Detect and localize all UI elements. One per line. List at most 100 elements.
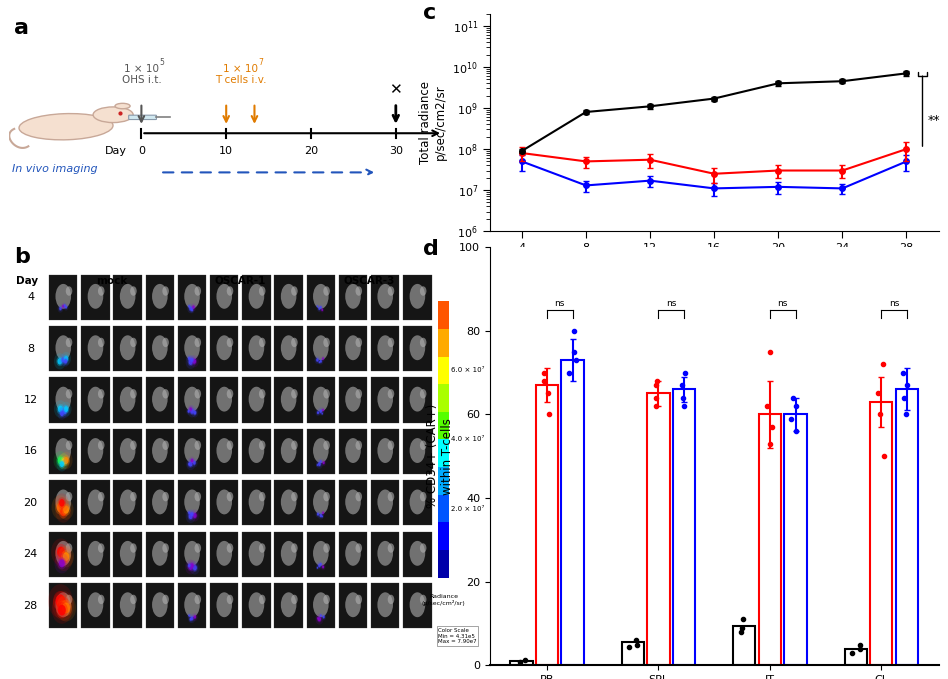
Ellipse shape	[316, 358, 319, 363]
Bar	[114, 274, 142, 320]
Ellipse shape	[259, 595, 265, 604]
Ellipse shape	[216, 335, 232, 360]
Ellipse shape	[388, 595, 394, 604]
Ellipse shape	[60, 508, 66, 516]
Ellipse shape	[193, 513, 196, 518]
Ellipse shape	[388, 441, 394, 450]
Ellipse shape	[189, 355, 195, 365]
Ellipse shape	[227, 543, 233, 553]
Ellipse shape	[190, 618, 191, 621]
Ellipse shape	[64, 356, 68, 361]
Bar	[371, 480, 399, 526]
Ellipse shape	[323, 337, 330, 347]
Ellipse shape	[56, 457, 67, 472]
Ellipse shape	[119, 335, 136, 360]
Bar	[243, 480, 270, 526]
Ellipse shape	[316, 409, 320, 416]
Ellipse shape	[61, 402, 71, 416]
Ellipse shape	[192, 306, 194, 309]
Ellipse shape	[51, 495, 69, 519]
Text: 7: 7	[259, 58, 264, 67]
Ellipse shape	[188, 410, 190, 413]
Text: 12: 12	[24, 395, 38, 405]
Bar	[306, 532, 335, 577]
Ellipse shape	[317, 464, 319, 466]
Ellipse shape	[51, 538, 71, 566]
Ellipse shape	[64, 359, 67, 363]
Ellipse shape	[98, 595, 104, 604]
Ellipse shape	[59, 410, 64, 418]
Ellipse shape	[87, 541, 103, 566]
Text: ns: ns	[666, 299, 677, 308]
Bar	[733, 625, 756, 665]
Ellipse shape	[65, 337, 72, 347]
Ellipse shape	[55, 494, 69, 513]
Ellipse shape	[281, 335, 297, 360]
Ellipse shape	[57, 597, 70, 614]
Ellipse shape	[318, 360, 320, 364]
Ellipse shape	[55, 500, 65, 515]
Ellipse shape	[184, 490, 200, 515]
Ellipse shape	[377, 387, 393, 411]
Ellipse shape	[184, 335, 200, 360]
Ellipse shape	[317, 513, 319, 515]
Ellipse shape	[317, 305, 322, 312]
Ellipse shape	[319, 513, 322, 518]
Text: c: c	[423, 3, 436, 22]
Ellipse shape	[377, 490, 393, 515]
Ellipse shape	[186, 562, 192, 570]
Ellipse shape	[119, 284, 136, 309]
Ellipse shape	[189, 509, 195, 519]
Ellipse shape	[356, 492, 362, 501]
Ellipse shape	[345, 387, 361, 411]
Text: ns: ns	[555, 299, 565, 308]
Bar	[210, 378, 238, 422]
Ellipse shape	[63, 602, 70, 613]
Ellipse shape	[187, 304, 191, 309]
Ellipse shape	[193, 615, 196, 619]
Bar	[371, 429, 399, 474]
Ellipse shape	[115, 103, 130, 109]
Ellipse shape	[56, 592, 71, 617]
Ellipse shape	[377, 541, 393, 566]
Bar	[673, 389, 695, 665]
Ellipse shape	[98, 492, 104, 501]
Bar	[243, 429, 270, 474]
Ellipse shape	[56, 387, 71, 411]
Ellipse shape	[188, 356, 191, 361]
Ellipse shape	[410, 284, 426, 309]
Ellipse shape	[187, 461, 191, 468]
Bar	[561, 360, 584, 665]
Ellipse shape	[192, 359, 196, 364]
Ellipse shape	[318, 563, 321, 568]
Ellipse shape	[345, 490, 361, 515]
Ellipse shape	[410, 490, 426, 515]
Bar	[243, 583, 270, 628]
Ellipse shape	[191, 358, 193, 362]
Ellipse shape	[190, 561, 200, 574]
Ellipse shape	[58, 358, 63, 365]
Ellipse shape	[188, 614, 191, 617]
Ellipse shape	[248, 438, 264, 463]
Text: 6.0 × 10⁷: 6.0 × 10⁷	[451, 367, 484, 373]
Ellipse shape	[62, 504, 70, 516]
Bar	[275, 274, 302, 320]
Ellipse shape	[189, 511, 191, 514]
Ellipse shape	[194, 337, 201, 347]
Ellipse shape	[162, 389, 169, 399]
Ellipse shape	[162, 595, 169, 604]
Ellipse shape	[259, 337, 265, 347]
Ellipse shape	[317, 411, 319, 414]
Ellipse shape	[316, 616, 320, 621]
Bar	[306, 326, 335, 371]
Ellipse shape	[56, 594, 76, 621]
Ellipse shape	[322, 408, 324, 411]
Ellipse shape	[388, 337, 394, 347]
Ellipse shape	[377, 592, 393, 617]
Ellipse shape	[191, 409, 193, 414]
Ellipse shape	[189, 359, 192, 365]
Text: 30: 30	[389, 146, 403, 156]
Text: 0: 0	[137, 146, 145, 156]
Y-axis label: Total radiance
p/sec/cm2/sr: Total radiance p/sec/cm2/sr	[419, 81, 447, 164]
Ellipse shape	[191, 564, 193, 568]
